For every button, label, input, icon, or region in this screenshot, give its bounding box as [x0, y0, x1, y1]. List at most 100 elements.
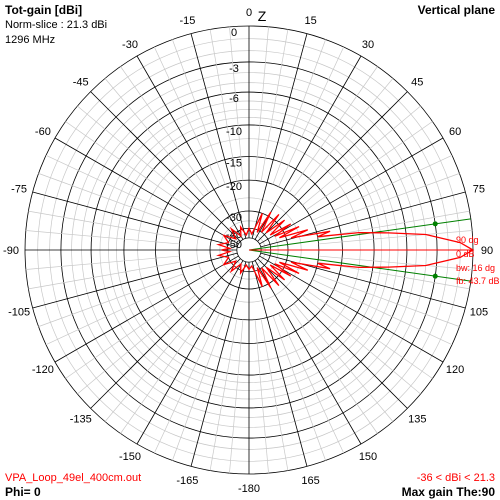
fine-spoke — [25, 255, 180, 270]
file-name-label: VPA_Loop_49el_400cm.out — [5, 472, 141, 484]
angle-labels: 0153045607590105120135150165-180-15-30-4… — [3, 7, 493, 495]
annotation-db: 0 dB — [456, 249, 475, 259]
angle-label: 90 — [481, 245, 493, 257]
angle-spokes — [25, 26, 473, 474]
db-ring-label: 0 — [231, 27, 237, 39]
fine-spoke — [288, 307, 378, 434]
phi-label: Phi= 0 — [5, 485, 41, 499]
angle-label: -75 — [11, 183, 27, 195]
angle-spoke — [32, 252, 238, 309]
plane-label: Vertical plane — [418, 3, 496, 17]
angle-spoke — [32, 191, 238, 248]
angle-label: -135 — [70, 413, 92, 425]
db-ring-label: -15 — [226, 158, 242, 170]
fine-spoke — [272, 39, 326, 185]
angle-label: -15 — [179, 15, 195, 27]
fine-spoke — [278, 313, 344, 454]
fine-spoke — [45, 279, 186, 345]
db-ring-label: -3 — [229, 63, 239, 75]
angle-spoke — [259, 255, 444, 363]
fine-spoke — [293, 303, 394, 422]
db-ring-label: -20 — [226, 181, 242, 193]
angle-spoke — [90, 91, 241, 242]
angle-label: 15 — [304, 15, 316, 27]
angle-spoke — [254, 260, 362, 445]
fine-spoke — [229, 26, 244, 181]
angle-spoke — [54, 255, 239, 363]
db-ring-label: -30 — [226, 212, 242, 224]
fine-spoke — [65, 289, 192, 379]
fine-spoke — [209, 318, 238, 471]
angle-label: 75 — [473, 183, 485, 195]
fine-spoke — [45, 155, 186, 221]
angle-label: 0 — [246, 7, 252, 19]
fine-spoke — [254, 319, 269, 474]
fine-spoke — [154, 46, 220, 187]
angle-label: -150 — [119, 451, 141, 463]
fine-spoke — [77, 105, 196, 206]
angle-label: -45 — [73, 77, 89, 89]
frequency-label: 1296 MHz — [5, 34, 55, 46]
fine-spoke — [312, 279, 453, 345]
angle-label: -90 — [3, 245, 19, 257]
fine-spoke — [209, 29, 238, 182]
fine-spoke — [25, 230, 180, 245]
angle-spoke — [136, 55, 244, 240]
angle-spoke — [251, 33, 308, 239]
angle-spoke — [190, 261, 247, 467]
angle-label: -30 — [122, 39, 138, 51]
fine-spoke — [260, 318, 289, 471]
fine-spoke — [28, 261, 181, 290]
angle-spoke — [54, 137, 239, 245]
fine-spoke — [77, 294, 196, 395]
fine-spoke — [172, 315, 226, 461]
fine-spoke — [28, 210, 181, 239]
fine-spoke — [302, 105, 421, 206]
beam-marker — [432, 273, 438, 279]
angle-label: 120 — [446, 364, 464, 376]
fine-spoke — [260, 29, 289, 182]
db-ring-label: -6 — [229, 93, 239, 105]
angle-label: -165 — [176, 475, 198, 487]
angle-label: 135 — [408, 413, 426, 425]
chart-title: Tot-gain [dBi] — [5, 3, 82, 17]
beam-marker — [432, 221, 438, 227]
fine-spoke — [318, 255, 473, 270]
angle-label: -60 — [35, 126, 51, 138]
angle-label: 30 — [362, 39, 374, 51]
angle-spoke — [257, 91, 408, 242]
angle-spoke — [257, 258, 408, 409]
fine-spoke — [272, 315, 326, 461]
angle-label: 105 — [470, 307, 488, 319]
fine-spoke — [293, 78, 394, 197]
annotation-angle: 90 dg — [456, 235, 479, 245]
z-axis-label: Z — [258, 8, 267, 24]
angle-label: -105 — [8, 307, 30, 319]
fine-spoke — [38, 273, 184, 327]
beam-markers — [432, 221, 438, 279]
fine-spoke — [302, 294, 421, 395]
angle-label: 150 — [359, 451, 377, 463]
fine-spoke — [312, 155, 453, 221]
fine-spoke — [229, 319, 244, 474]
fine-spoke — [120, 66, 210, 193]
fine-spoke — [314, 173, 460, 227]
fine-spoke — [104, 78, 205, 197]
fine-spoke — [288, 66, 378, 193]
fine-spoke — [278, 46, 344, 187]
angle-spoke — [136, 260, 244, 445]
angle-spoke — [254, 55, 362, 240]
fine-spoke — [306, 289, 433, 379]
fine-spoke — [65, 121, 192, 211]
fine-spoke — [314, 273, 460, 327]
range-label: -36 < dBi < 21.3 — [417, 472, 495, 484]
angle-spoke — [190, 33, 247, 239]
angle-label: -180 — [238, 483, 260, 495]
fine-spoke — [254, 26, 269, 181]
radiation-pattern — [216, 211, 475, 289]
fine-spoke — [120, 307, 210, 434]
angle-spoke — [90, 258, 241, 409]
fine-spoke — [38, 173, 184, 227]
angle-spoke — [259, 137, 444, 245]
